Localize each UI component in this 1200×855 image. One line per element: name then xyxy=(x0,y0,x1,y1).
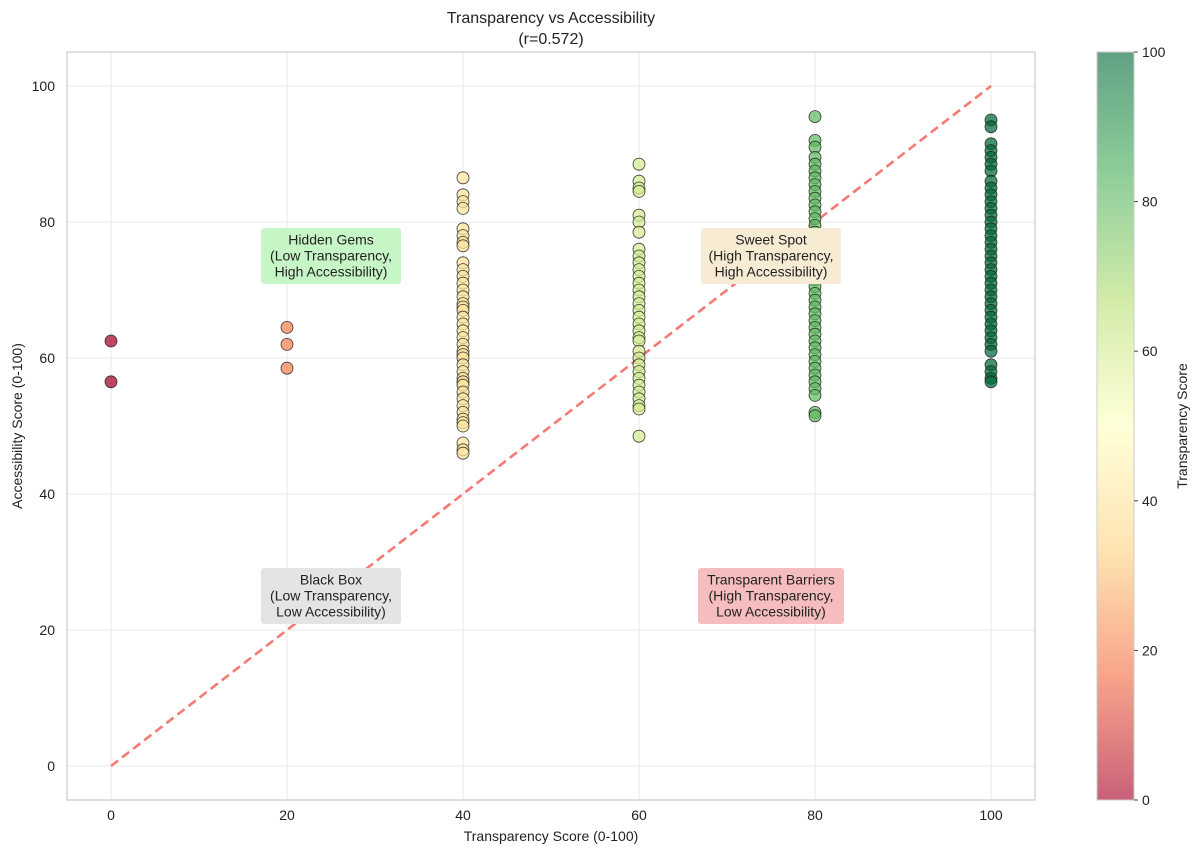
annotation-text-line: Sweet Spot xyxy=(735,232,807,248)
y-tick-label: 60 xyxy=(39,350,55,366)
annotation-transparent-barriers: Transparent Barriers(High Transparency,L… xyxy=(698,568,844,624)
scatter-point xyxy=(456,239,470,253)
colorbar-label: Transparency Score xyxy=(1174,363,1190,489)
annotation-text-line: Low Accessibility) xyxy=(276,604,386,620)
scatter-point xyxy=(456,419,470,433)
colorbar-tick-label: 40 xyxy=(1142,493,1158,509)
annotation-black-box: Black Box(Low Transparency,Low Accessibi… xyxy=(261,568,401,624)
x-tick-label: 100 xyxy=(979,807,1003,823)
scatter-point xyxy=(984,344,998,358)
scatter-point xyxy=(456,446,470,460)
scatter-point xyxy=(808,388,822,402)
colorbar-tick-label: 20 xyxy=(1142,642,1158,658)
annotation-hidden-gems: Hidden Gems(Low Transparency,High Access… xyxy=(261,228,401,284)
annotation-box xyxy=(261,568,401,624)
annotation-box xyxy=(261,228,401,284)
scatter-point xyxy=(632,429,646,443)
scatter-point xyxy=(632,184,646,198)
scatter-point xyxy=(808,409,822,423)
x-tick-label: 80 xyxy=(807,807,823,823)
annotation-text-line: High Accessibility) xyxy=(275,264,388,280)
scatter-point xyxy=(808,110,822,123)
annotation-text-line: (Low Transparency, xyxy=(270,588,392,604)
y-tick-label: 100 xyxy=(32,78,56,94)
x-tick-label: 60 xyxy=(631,807,647,823)
x-tick-label: 20 xyxy=(279,807,295,823)
annotation-text-line: (High Transparency, xyxy=(708,588,833,604)
annotation-sweet-spot: Sweet Spot(High Transparency,High Access… xyxy=(701,228,841,284)
annotation-text-line: Hidden Gems xyxy=(288,232,374,248)
scatter-point xyxy=(984,120,998,134)
annotation-text-line: (Low Transparency, xyxy=(270,248,392,264)
y-tick-label: 20 xyxy=(39,622,55,638)
scatter-point xyxy=(984,375,998,389)
scatter-point xyxy=(280,320,294,334)
axis-layer: 0 20 40 60 80 100 0 20 40 60 80 100 Transparency Sco… xyxy=(9,10,1036,844)
annotation-box xyxy=(701,228,841,284)
scatter-point xyxy=(456,201,470,215)
colorbar-frame xyxy=(1096,51,1135,801)
colorbar-tick-label: 60 xyxy=(1142,343,1158,359)
scatter-point xyxy=(632,225,646,239)
y-tick-label: 0 xyxy=(47,758,55,774)
reference-line xyxy=(110,84,992,768)
annotation-text-line: Low Accessibility) xyxy=(716,604,826,620)
plot-frame xyxy=(66,51,1036,801)
chart-subtitle: (r=0.572) xyxy=(518,31,583,48)
colorbar-tick-label: 0 xyxy=(1142,792,1150,808)
annotation-text-line: Transparent Barriers xyxy=(707,572,835,588)
colorbar xyxy=(1097,52,1134,800)
scatter-point xyxy=(104,375,118,389)
x-axis-label: Transparency Score (0-100) xyxy=(464,828,639,844)
annotation-box xyxy=(698,568,844,624)
colorbar-layer: 0 20 40 60 80 100 Transparency Score xyxy=(1096,44,1190,808)
annotation-text-line: Black Box xyxy=(300,572,362,588)
scatter-point xyxy=(280,337,294,351)
scatter-point xyxy=(104,334,118,348)
scatter-point xyxy=(632,402,646,416)
annotation-text-line: (High Transparency, xyxy=(708,248,833,264)
y-tick-label: 40 xyxy=(39,486,55,502)
annotation-text-line: High Accessibility) xyxy=(715,264,828,280)
chart-title: Transparency vs Accessibility xyxy=(447,10,655,27)
scatter-point xyxy=(456,171,470,185)
scatter-point xyxy=(632,157,646,171)
colorbar-tick-label: 100 xyxy=(1142,44,1166,60)
scatter-point xyxy=(280,361,294,375)
x-tick-label: 40 xyxy=(455,807,471,823)
colorbar-tick-label: 80 xyxy=(1142,194,1158,210)
x-tick-label: 0 xyxy=(107,807,115,823)
annotation-layer: Hidden Gems(Low Transparency,High Access… xyxy=(261,228,844,624)
reference-line-layer xyxy=(110,84,992,768)
y-tick-label: 80 xyxy=(39,214,55,230)
y-axis-label: Accessibility Score (0-100) xyxy=(9,343,25,509)
